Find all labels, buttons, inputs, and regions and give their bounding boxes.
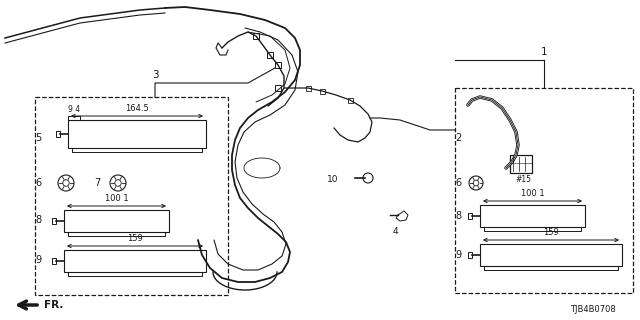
Text: 100 1: 100 1 [105,194,128,203]
Text: 8: 8 [35,215,41,225]
Text: 2: 2 [455,133,461,143]
Bar [510,155,532,173]
Text: 159: 159 [127,234,143,243]
Text: 100 1: 100 1 [521,189,544,198]
Bar [64,210,169,232]
Text: 4: 4 [392,227,398,236]
Text: 159: 159 [543,228,559,237]
Text: 1: 1 [541,47,547,57]
Text: 6: 6 [455,178,461,188]
Text: 7: 7 [94,178,100,188]
Bar [468,213,472,219]
Text: 9: 9 [35,255,41,265]
Bar [56,131,60,137]
Bar [480,205,585,227]
Text: 164.5: 164.5 [125,104,149,113]
Bar [348,98,353,102]
Bar [35,97,228,295]
Bar [275,62,281,68]
Bar [68,120,206,148]
Bar [52,258,56,264]
Text: 10: 10 [326,175,338,185]
Bar [253,33,259,39]
Bar [480,244,622,266]
Bar [275,85,281,91]
Text: 9: 9 [455,250,461,260]
Text: #15: #15 [515,175,531,184]
Text: 5: 5 [35,133,41,143]
Text: 3: 3 [152,70,158,80]
Text: 8: 8 [455,211,461,221]
Text: FR.: FR. [44,300,63,310]
Text: 6: 6 [35,178,41,188]
Text: TJB4B0708: TJB4B0708 [570,305,616,314]
Bar [468,252,472,258]
Bar [319,89,324,93]
Bar [52,218,56,224]
Bar [267,52,273,58]
Bar [64,250,206,272]
Bar [455,88,633,293]
Bar [305,85,310,91]
Text: 9 4: 9 4 [68,105,80,114]
